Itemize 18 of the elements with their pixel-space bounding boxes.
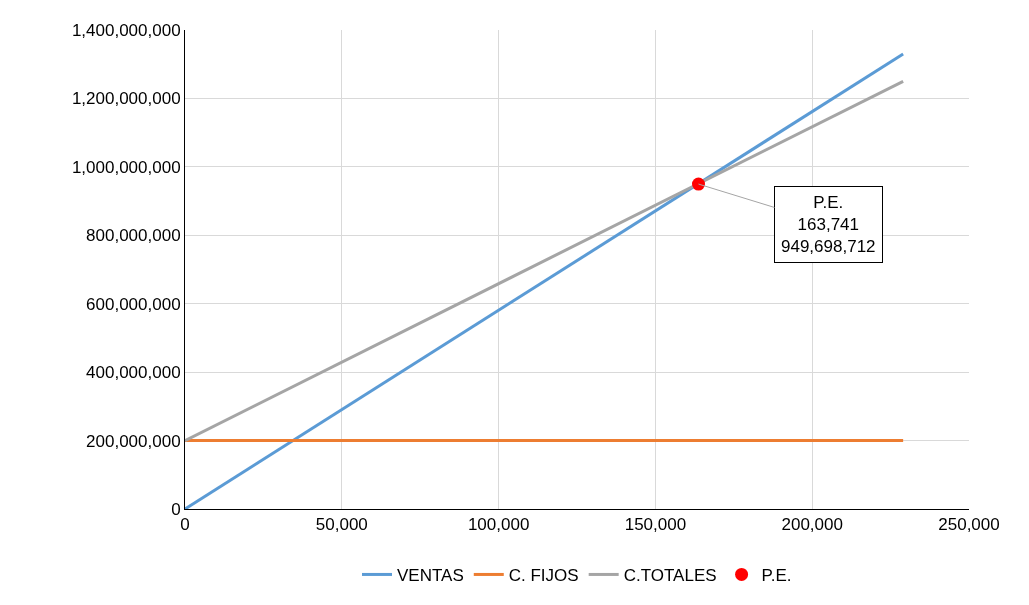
x-tick-label: 100,000: [467, 515, 530, 535]
legend-label: C.TOTALES: [623, 566, 717, 586]
legend-label: C. FIJOS: [508, 566, 579, 586]
y-tick-label: 200,000,000: [86, 431, 181, 451]
y-tick-label: 400,000,000: [86, 363, 181, 383]
y-tick-label: 800,000,000: [86, 226, 181, 246]
y-tick-label: 1,400,000,000: [71, 20, 181, 40]
x-tick-label: 250,000: [938, 515, 1000, 535]
x-tick-label: 50,000: [315, 515, 368, 535]
x-tick-label: 200,000: [781, 515, 843, 535]
legend-label: VENTAS: [397, 566, 464, 586]
legend-label: P.E.: [761, 566, 792, 586]
y-tick-label: 600,000,000: [86, 294, 181, 314]
x-tick-label: 150,000: [624, 515, 687, 535]
annotation: P.E. 163,741 949,698,712: [781, 193, 876, 257]
y-tick-label: 1,000,000,000: [71, 157, 181, 177]
y-tick-label: 0: [171, 499, 181, 519]
y-tick-label: 1,200,000,000: [71, 89, 181, 109]
